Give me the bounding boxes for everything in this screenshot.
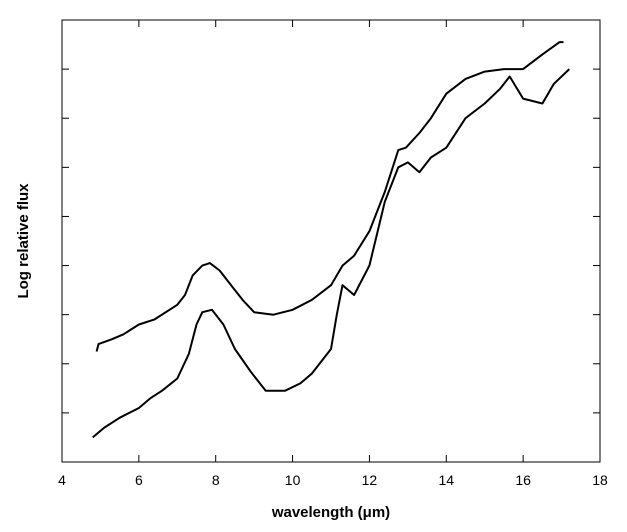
x-tick-label: 12	[362, 472, 378, 488]
series-line-2	[92, 68, 570, 439]
series-layer	[92, 41, 570, 439]
x-tick-label: 16	[515, 472, 531, 488]
x-tick-label: 14	[438, 472, 454, 488]
plot-frame	[61, 19, 601, 463]
x-tick-label: 4	[58, 472, 66, 488]
series-line-1	[95, 41, 564, 352]
y-axis-label: Log relative flux	[15, 183, 32, 299]
x-tick-label: 8	[212, 472, 220, 488]
x-axis-label: wavelength (μm)	[271, 504, 390, 521]
x-tick-label: 6	[135, 472, 143, 488]
x-tick-label: 18	[592, 472, 608, 488]
y-axis-ticks	[62, 68, 600, 414]
x-axis-ticks: 4 6 8 10 12 14 16 18	[58, 20, 608, 488]
x-tick-label: 10	[285, 472, 301, 488]
